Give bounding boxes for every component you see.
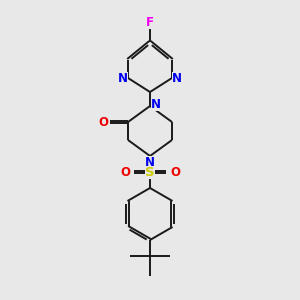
Text: F: F	[146, 16, 154, 28]
Text: O: O	[120, 166, 130, 178]
Text: N: N	[172, 71, 182, 85]
Text: S: S	[145, 166, 155, 178]
Text: N: N	[118, 71, 128, 85]
Text: N: N	[151, 98, 161, 110]
Text: N: N	[145, 155, 155, 169]
Text: O: O	[98, 116, 108, 128]
Text: O: O	[170, 166, 180, 178]
